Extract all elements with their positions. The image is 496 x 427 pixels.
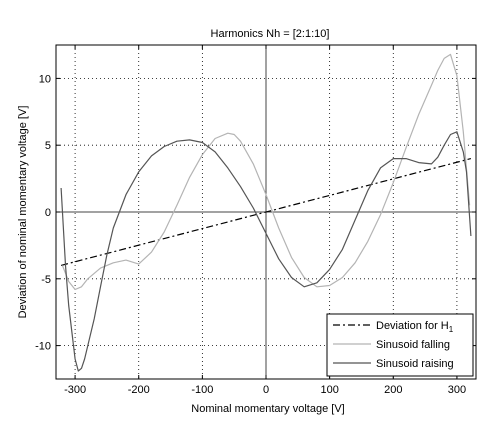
series-line-1 [60,158,472,266]
y-tick-label: -5 [41,274,51,286]
legend: Deviation for H1 Sinusoid falling Sinusoid… [326,313,474,377]
x-axis-label: Nominal momentary voltage [V] [191,403,344,415]
x-tick-label: -100 [191,384,213,396]
x-tick-label: 200 [384,384,402,396]
chart-title: Harmonics Nh = [2:1:10] [211,28,330,40]
y-tick-label: 5 [45,140,51,152]
legend-box [326,313,474,377]
x-tick-label: -200 [128,384,150,396]
y-tick-label: 10 [39,73,51,85]
legend-entry-2: Sinusoid falling [376,339,450,351]
x-tick-label: 0 [263,384,269,396]
y-tick-label: -10 [35,341,51,353]
y-axis-label: Deviation of nominal momentary voltage [… [17,106,29,319]
x-axis-ticks: -300 -200 -100 0 100 200 300 [64,45,466,396]
legend-entry-3: Sinusoid raising [376,358,454,370]
series-line-2 [61,53,471,291]
x-tick-label: 300 [448,384,466,396]
y-tick-label: 0 [45,207,51,219]
series-line-3 [60,131,472,372]
x-tick-label: -300 [64,384,86,396]
y-axis-ticks: -10 -5 0 5 10 [35,73,476,353]
legend-entry-1: Deviation for H1 [376,320,454,334]
x-tick-label: 100 [320,384,338,396]
series-layer [60,53,472,372]
